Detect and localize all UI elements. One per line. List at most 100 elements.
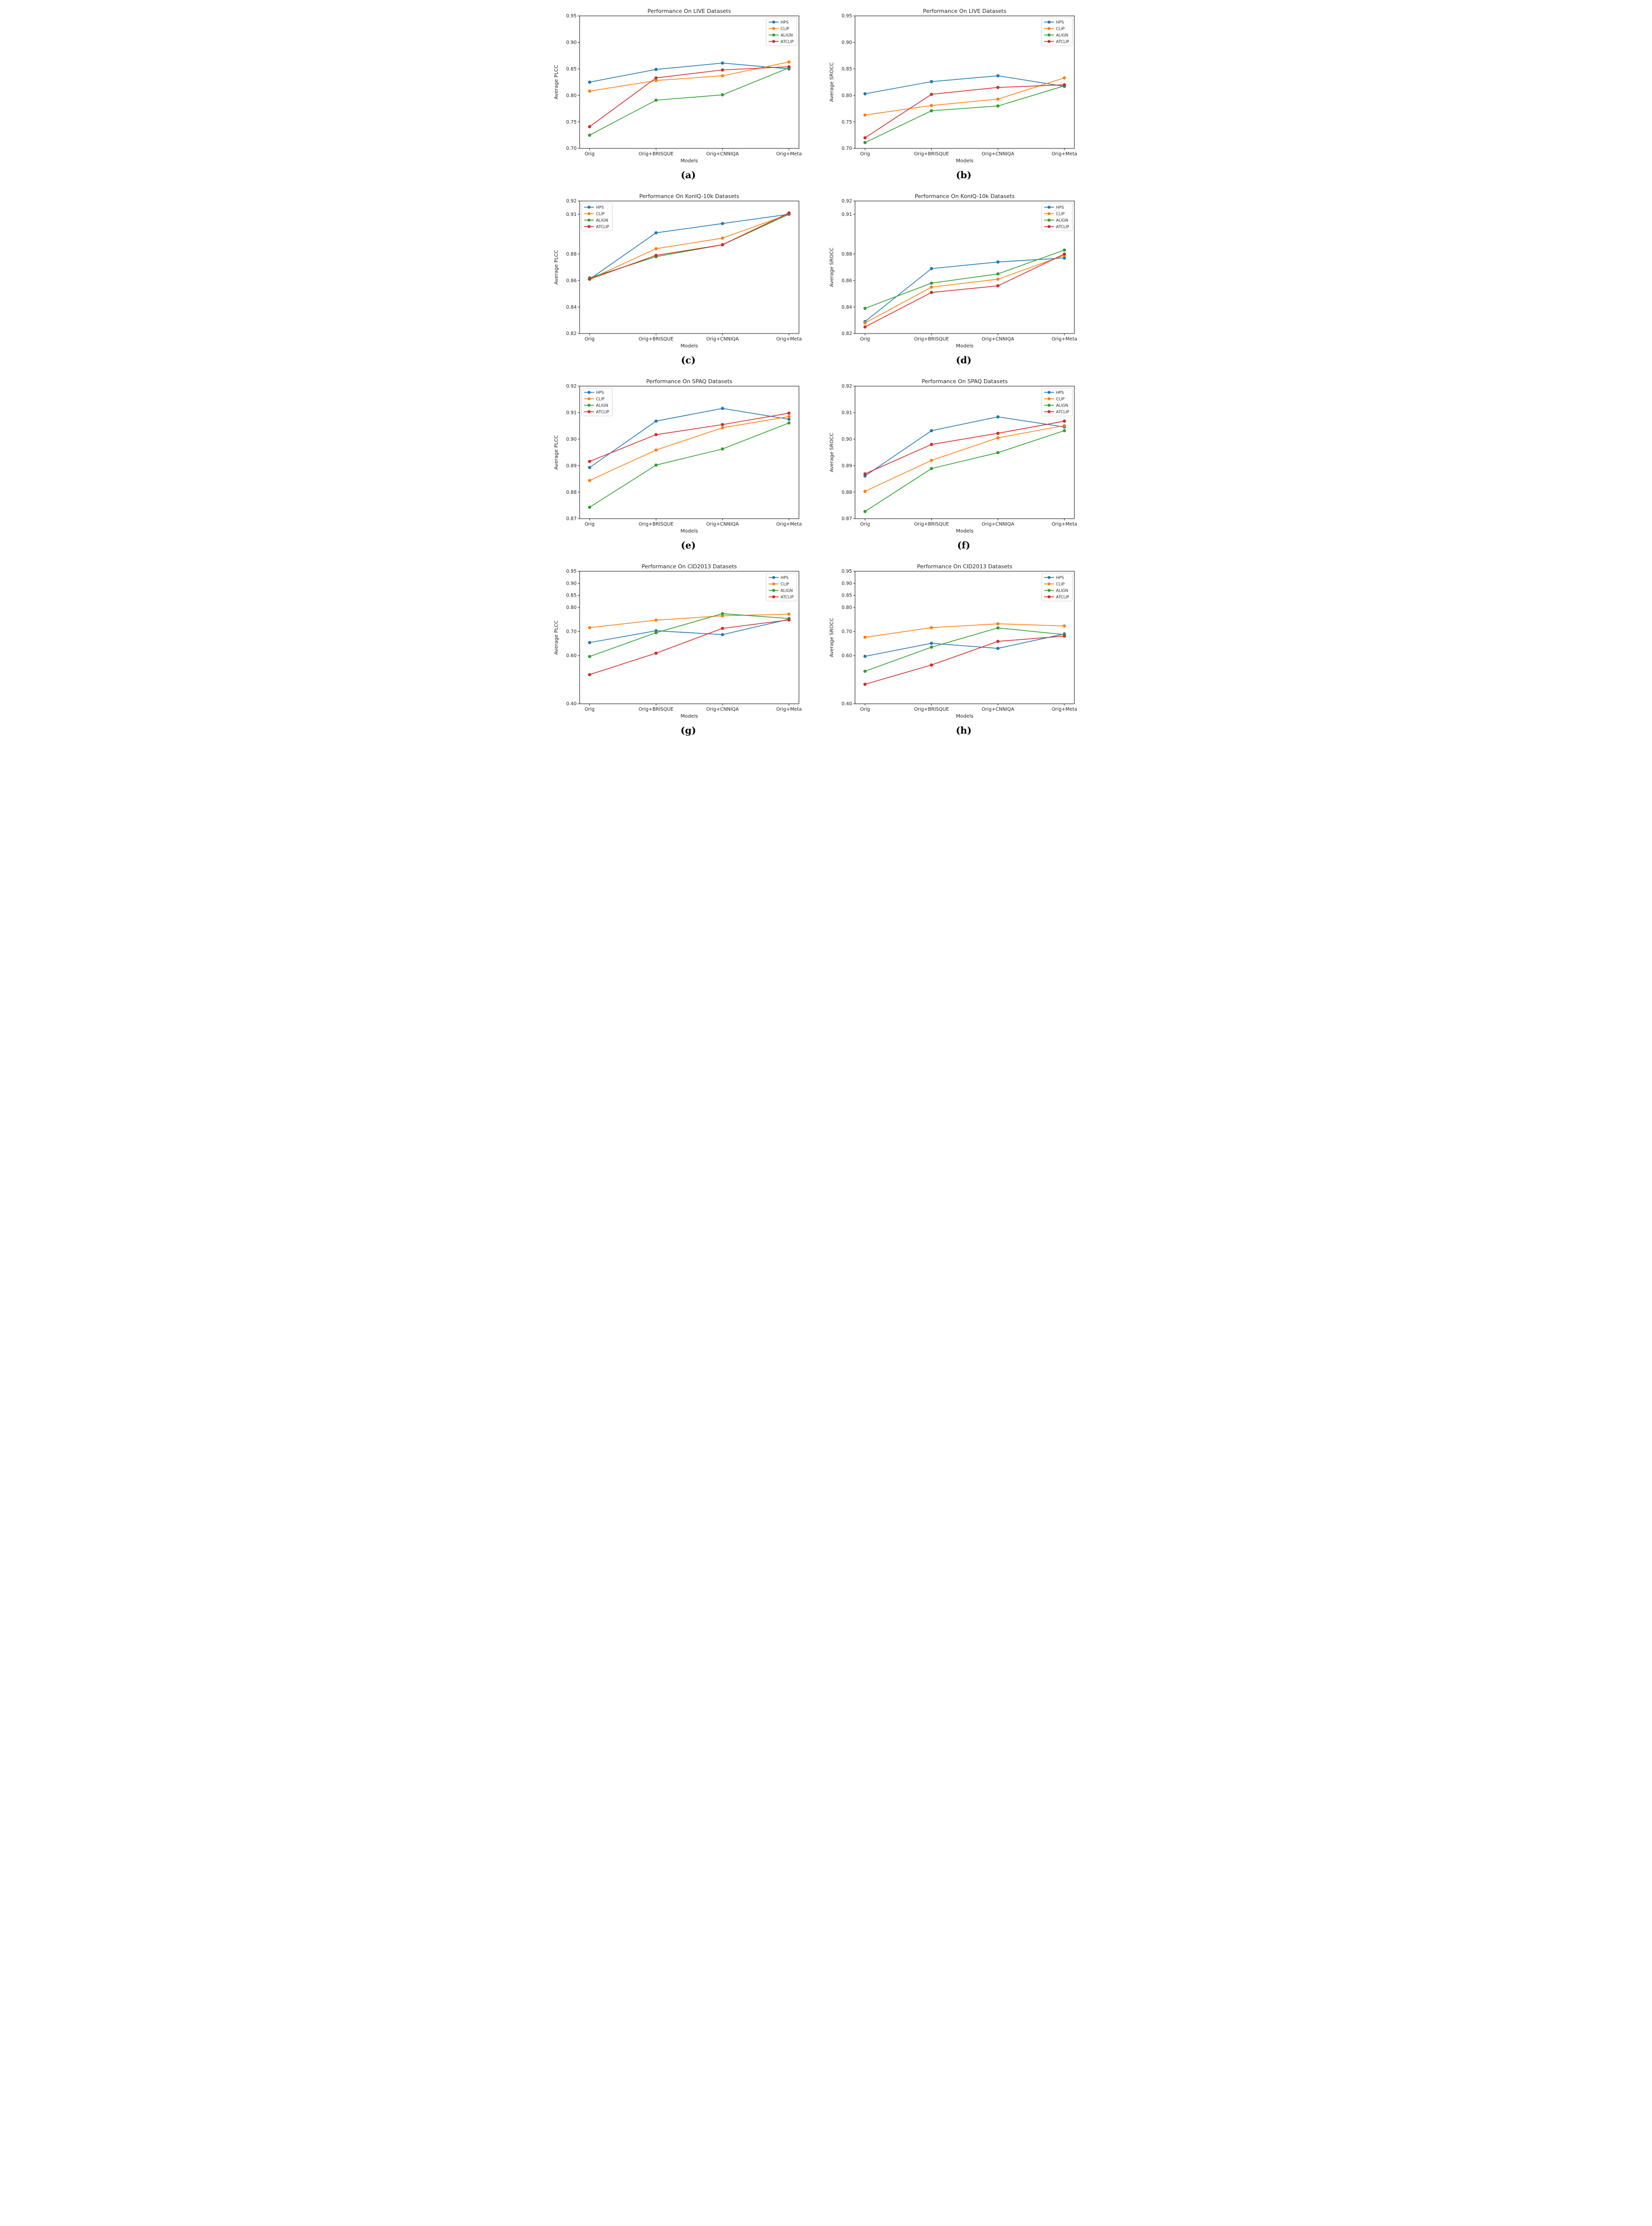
series-point-hps — [863, 92, 866, 96]
legend-sample-marker — [1047, 576, 1051, 579]
series-point-clip — [721, 426, 724, 430]
chart-c-canvas: Performance On KonIQ-10k Datasets 0.82 0.8… — [554, 193, 802, 349]
chart-title: Performance On CID2013 Datasets — [641, 563, 736, 570]
plot-box — [579, 386, 799, 519]
series-point-clip — [1062, 424, 1066, 427]
legend-sample-marker — [1047, 212, 1051, 215]
y-tick-label: 0.84 — [566, 305, 576, 310]
series-point-align — [929, 109, 933, 113]
legend-label: CLIP — [596, 211, 604, 216]
series-point-align — [787, 421, 791, 425]
series-point-atclip — [1062, 634, 1066, 638]
legend-sample-marker — [772, 582, 775, 586]
x-axis-label: Models — [680, 714, 698, 719]
chart-a: Performance On LIVE Datasets 0.70 0.75 0.80… — [551, 0, 826, 185]
series-point-atclip — [588, 125, 591, 129]
legend-sample-marker — [587, 410, 591, 413]
x-tick-label: Orig — [860, 337, 870, 342]
chart-a-caption: (a) — [680, 170, 696, 181]
series-point-hps — [929, 80, 933, 83]
series-point-atclip — [654, 254, 658, 257]
x-tick-label: Orig+BRISQUE — [914, 522, 948, 527]
x-tick-label: Orig+BRISQUE — [638, 522, 673, 527]
series-point-atclip — [721, 423, 724, 426]
series-line-clip — [864, 425, 1064, 492]
series-line-clip — [864, 255, 1064, 324]
series-point-atclip — [996, 85, 999, 89]
x-tick-label: Orig — [860, 151, 870, 157]
legend-label: ALIGN — [1056, 33, 1068, 37]
series-line-hps — [864, 416, 1064, 476]
chart-d-canvas: Performance On KonIQ-10k Datasets 0.82 0.8… — [829, 193, 1077, 349]
series-point-atclip — [721, 68, 724, 72]
series-point-atclip — [863, 472, 866, 475]
series-point-clip — [1062, 624, 1066, 628]
chart-h: Performance On CID2013 Datasets 0.40 0.60 0… — [826, 555, 1102, 741]
series-line-hps — [864, 633, 1064, 657]
chart-f-canvas: Performance On SPAQ Datasets 0.87 0.88 0.89… — [829, 378, 1077, 534]
legend-box — [1041, 388, 1072, 416]
x-tick-label: Orig+CNNIQA — [706, 151, 739, 157]
series-point-clip — [787, 415, 791, 418]
chart-grid: Performance On LIVE Datasets 0.70 0.75 0.80… — [551, 0, 1102, 741]
chart-c: Performance On KonIQ-10k Datasets 0.82 0.8… — [551, 185, 826, 370]
series-point-clip — [588, 478, 591, 482]
y-tick-label: 0.70 — [566, 146, 576, 151]
y-axis-label: Average SROCC — [829, 433, 835, 472]
legend-label: HPS — [596, 205, 604, 209]
y-tick-label: 0.92 — [566, 199, 576, 204]
series-line-atclip — [589, 619, 789, 675]
x-axis-label: Models — [680, 158, 698, 164]
y-axis-label: Average SROCC — [829, 63, 835, 102]
series-point-align — [721, 612, 724, 615]
legend-box — [766, 573, 797, 602]
series-point-align — [929, 467, 933, 471]
series-point-align — [996, 451, 999, 455]
legend-label: HPS — [1056, 205, 1064, 209]
y-tick-label: 0.90 — [566, 437, 576, 442]
series-line-atclip — [864, 84, 1064, 138]
series-point-clip — [863, 489, 866, 493]
legend-sample-marker — [1047, 33, 1051, 37]
series-point-atclip — [863, 325, 866, 329]
series-point-hps — [929, 641, 933, 645]
series-point-hps — [721, 633, 724, 636]
x-axis-label: Models — [956, 158, 973, 164]
series-point-clip — [721, 74, 724, 77]
x-tick-label: Orig+BRISQUE — [914, 151, 948, 157]
series-point-atclip — [996, 284, 999, 288]
series-line-clip — [589, 416, 789, 481]
legend-sample-marker — [1047, 225, 1051, 228]
y-tick-label: 0.88 — [841, 490, 852, 495]
y-tick-label: 0.85 — [841, 593, 852, 599]
chart-f: Performance On SPAQ Datasets 0.87 0.88 0.89… — [826, 370, 1102, 555]
series-line-clip — [589, 613, 789, 628]
legend-label: ATCLIP — [596, 409, 609, 414]
series-point-align — [721, 447, 724, 451]
chart-h-canvas: Performance On CID2013 Datasets 0.40 0.60 0… — [829, 563, 1077, 719]
y-tick-label: 0.86 — [566, 278, 576, 283]
legend-label: CLIP — [1056, 582, 1064, 586]
legend-sample-marker — [587, 225, 591, 228]
y-tick-label: 0.92 — [566, 384, 576, 389]
series-point-align — [588, 505, 591, 509]
y-axis-label: Average PLCC — [554, 435, 559, 470]
chart-e-caption: (e) — [680, 540, 696, 551]
legend-sample-marker — [772, 20, 775, 24]
series-point-clip — [996, 622, 999, 626]
y-tick-label: 0.70 — [841, 146, 852, 151]
chart-title: Performance On LIVE Datasets — [923, 8, 1006, 14]
x-tick-label: Orig+BRISQUE — [638, 337, 673, 342]
legend-sample-marker — [587, 404, 591, 407]
legend: HPS CLIP ALIGN ATCLIP — [1041, 388, 1072, 416]
y-tick-label: 0.90 — [841, 581, 852, 586]
x-tick-label: Orig+Meta — [776, 151, 802, 157]
legend-label: HPS — [596, 390, 604, 395]
legend-sample-marker — [587, 205, 591, 209]
legend-sample-marker — [1047, 397, 1051, 401]
y-tick-label: 0.86 — [841, 278, 852, 283]
y-tick-label: 0.80 — [566, 605, 576, 610]
legend-label: ALIGN — [781, 588, 793, 593]
x-tick-label: Orig+Meta — [1052, 151, 1077, 157]
series-point-atclip — [1062, 419, 1066, 423]
